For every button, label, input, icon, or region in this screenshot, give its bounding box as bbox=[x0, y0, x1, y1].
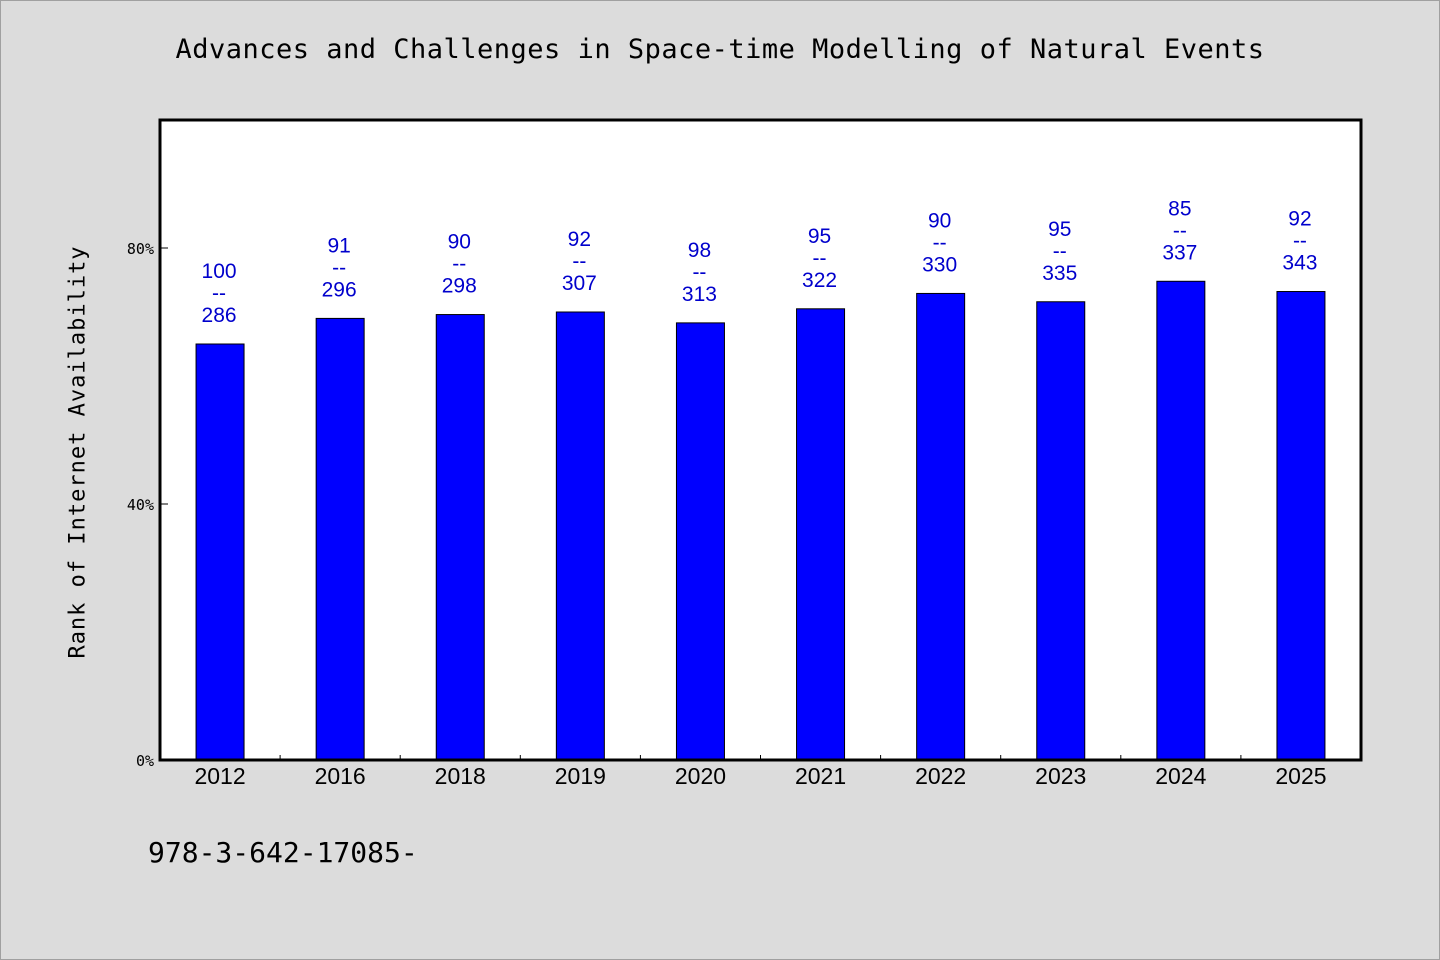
bar-label: 296 bbox=[322, 278, 357, 301]
bar-label: -- bbox=[452, 253, 466, 276]
x-tick-label: 2022 bbox=[915, 763, 966, 789]
x-tick-label: 2023 bbox=[1035, 763, 1086, 789]
x-tick-label: 2012 bbox=[194, 763, 245, 789]
bar-2022 bbox=[916, 292, 966, 761]
bar-label: 91 bbox=[327, 234, 350, 257]
bar-label: 330 bbox=[922, 253, 957, 276]
bar-2019 bbox=[555, 311, 605, 761]
bar-2023 bbox=[1036, 301, 1086, 761]
bar-label: 95 bbox=[808, 225, 831, 248]
bar-label: 322 bbox=[802, 269, 837, 292]
x-tick-label: 2024 bbox=[1155, 763, 1206, 789]
bar-2018 bbox=[435, 314, 485, 761]
chart-title: Advances and Challenges in Space-time Mo… bbox=[175, 34, 1265, 65]
x-tick-label: 2018 bbox=[435, 763, 486, 789]
plot-border bbox=[158, 118, 1363, 762]
bar-label: 337 bbox=[1162, 241, 1197, 264]
bar-label: -- bbox=[212, 282, 226, 305]
bar-label: -- bbox=[1173, 219, 1187, 242]
footnote-text: 978-3-642-17085- bbox=[148, 836, 418, 869]
bar-2025 bbox=[1276, 291, 1326, 761]
bar-label: 343 bbox=[1282, 252, 1317, 275]
bar-label: 90 bbox=[928, 209, 951, 232]
bar-label: 90 bbox=[448, 231, 471, 254]
bar-2024 bbox=[1156, 280, 1206, 761]
bar-label: 286 bbox=[202, 304, 237, 327]
bar-2021 bbox=[796, 308, 846, 761]
bar-label: -- bbox=[1293, 230, 1307, 253]
bar-label: -- bbox=[332, 256, 346, 279]
bar-2016 bbox=[315, 317, 365, 761]
x-tick-label: 2020 bbox=[675, 763, 726, 789]
bar-2012 bbox=[195, 343, 245, 761]
x-tick-label: 2025 bbox=[1275, 763, 1326, 789]
x-tick-label: 2021 bbox=[795, 763, 846, 789]
bar-label: 98 bbox=[688, 239, 711, 262]
bar-2020 bbox=[675, 322, 725, 761]
bar-label: -- bbox=[572, 250, 586, 273]
bar-label: 92 bbox=[1288, 208, 1311, 231]
x-tick-label: 2019 bbox=[555, 763, 606, 789]
bar-label: 95 bbox=[1048, 218, 1071, 241]
bar-label: -- bbox=[933, 231, 947, 254]
x-tick-label: 2016 bbox=[315, 763, 366, 789]
bar-label: 92 bbox=[568, 228, 591, 251]
bar-label: -- bbox=[692, 261, 706, 284]
bar-label: 313 bbox=[682, 283, 717, 306]
bar-label: 335 bbox=[1042, 262, 1077, 285]
y-tick-label: 0% bbox=[136, 752, 154, 770]
bar-label: 85 bbox=[1168, 197, 1191, 220]
bar-label: 298 bbox=[442, 275, 477, 298]
bar-label: 307 bbox=[562, 272, 597, 295]
y-tick-label: 80% bbox=[127, 240, 154, 258]
bar-label: 100 bbox=[202, 260, 237, 283]
y-tick-label: 40% bbox=[127, 496, 154, 514]
bar-label: -- bbox=[1053, 240, 1067, 263]
bar-label: -- bbox=[813, 247, 827, 270]
